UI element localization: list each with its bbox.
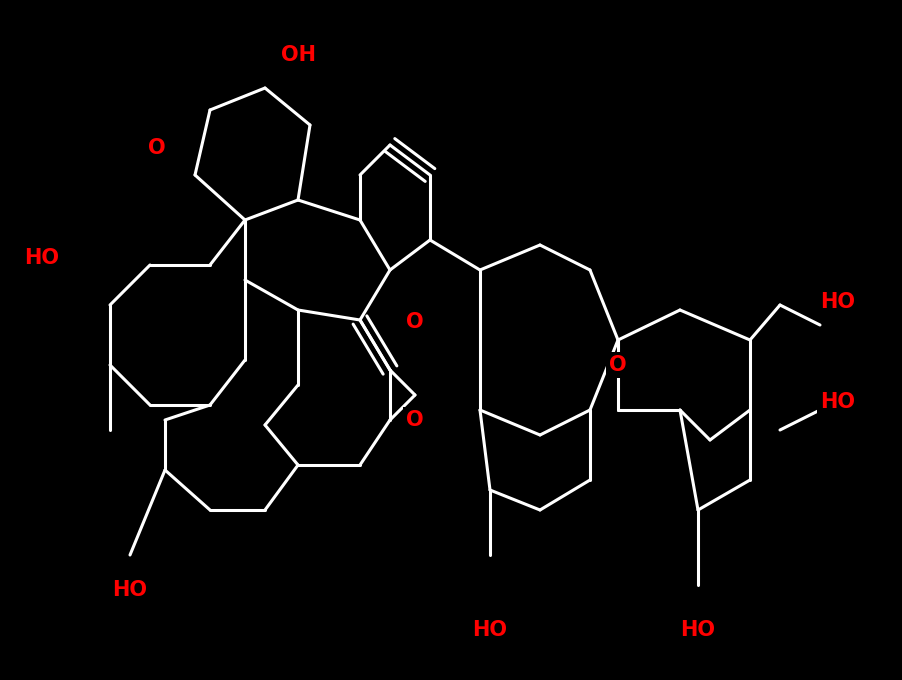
Text: OH: OH bbox=[281, 45, 316, 65]
Text: O: O bbox=[406, 410, 424, 430]
Text: HO: HO bbox=[473, 620, 508, 640]
Text: HO: HO bbox=[820, 292, 855, 312]
Text: HO: HO bbox=[113, 580, 148, 600]
Text: O: O bbox=[148, 138, 166, 158]
Text: O: O bbox=[406, 312, 424, 332]
Text: O: O bbox=[609, 355, 627, 375]
Text: HO: HO bbox=[820, 392, 855, 412]
Text: HO: HO bbox=[24, 248, 60, 268]
Text: HO: HO bbox=[680, 620, 715, 640]
